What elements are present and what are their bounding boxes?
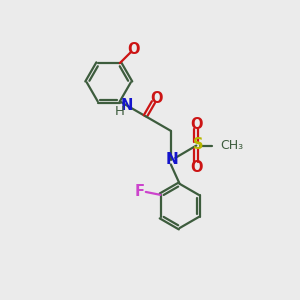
Text: S: S (193, 137, 203, 152)
Text: O: O (150, 91, 163, 106)
Text: O: O (190, 160, 202, 175)
Text: O: O (128, 42, 140, 57)
Text: O: O (190, 117, 202, 132)
Text: H: H (115, 105, 125, 118)
Text: N: N (166, 152, 179, 166)
Text: CH₃: CH₃ (220, 139, 244, 152)
Text: N: N (121, 98, 133, 113)
Text: F: F (135, 184, 145, 199)
